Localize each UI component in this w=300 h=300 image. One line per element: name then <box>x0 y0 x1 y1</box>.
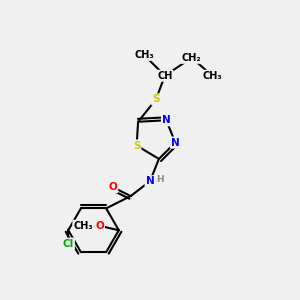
Text: O: O <box>95 221 104 231</box>
Text: CH₃: CH₃ <box>134 50 154 60</box>
Text: N: N <box>146 176 154 186</box>
Text: Cl: Cl <box>63 238 74 249</box>
Text: CH: CH <box>157 71 172 81</box>
Text: CH₂: CH₂ <box>182 53 201 63</box>
Text: O: O <box>109 182 117 192</box>
Text: S: S <box>133 140 140 151</box>
Text: N: N <box>162 115 171 125</box>
Text: H: H <box>157 175 164 184</box>
Text: N: N <box>171 138 180 148</box>
Text: S: S <box>152 94 160 104</box>
Text: CH₃: CH₃ <box>73 221 93 231</box>
Text: CH₃: CH₃ <box>202 71 222 81</box>
